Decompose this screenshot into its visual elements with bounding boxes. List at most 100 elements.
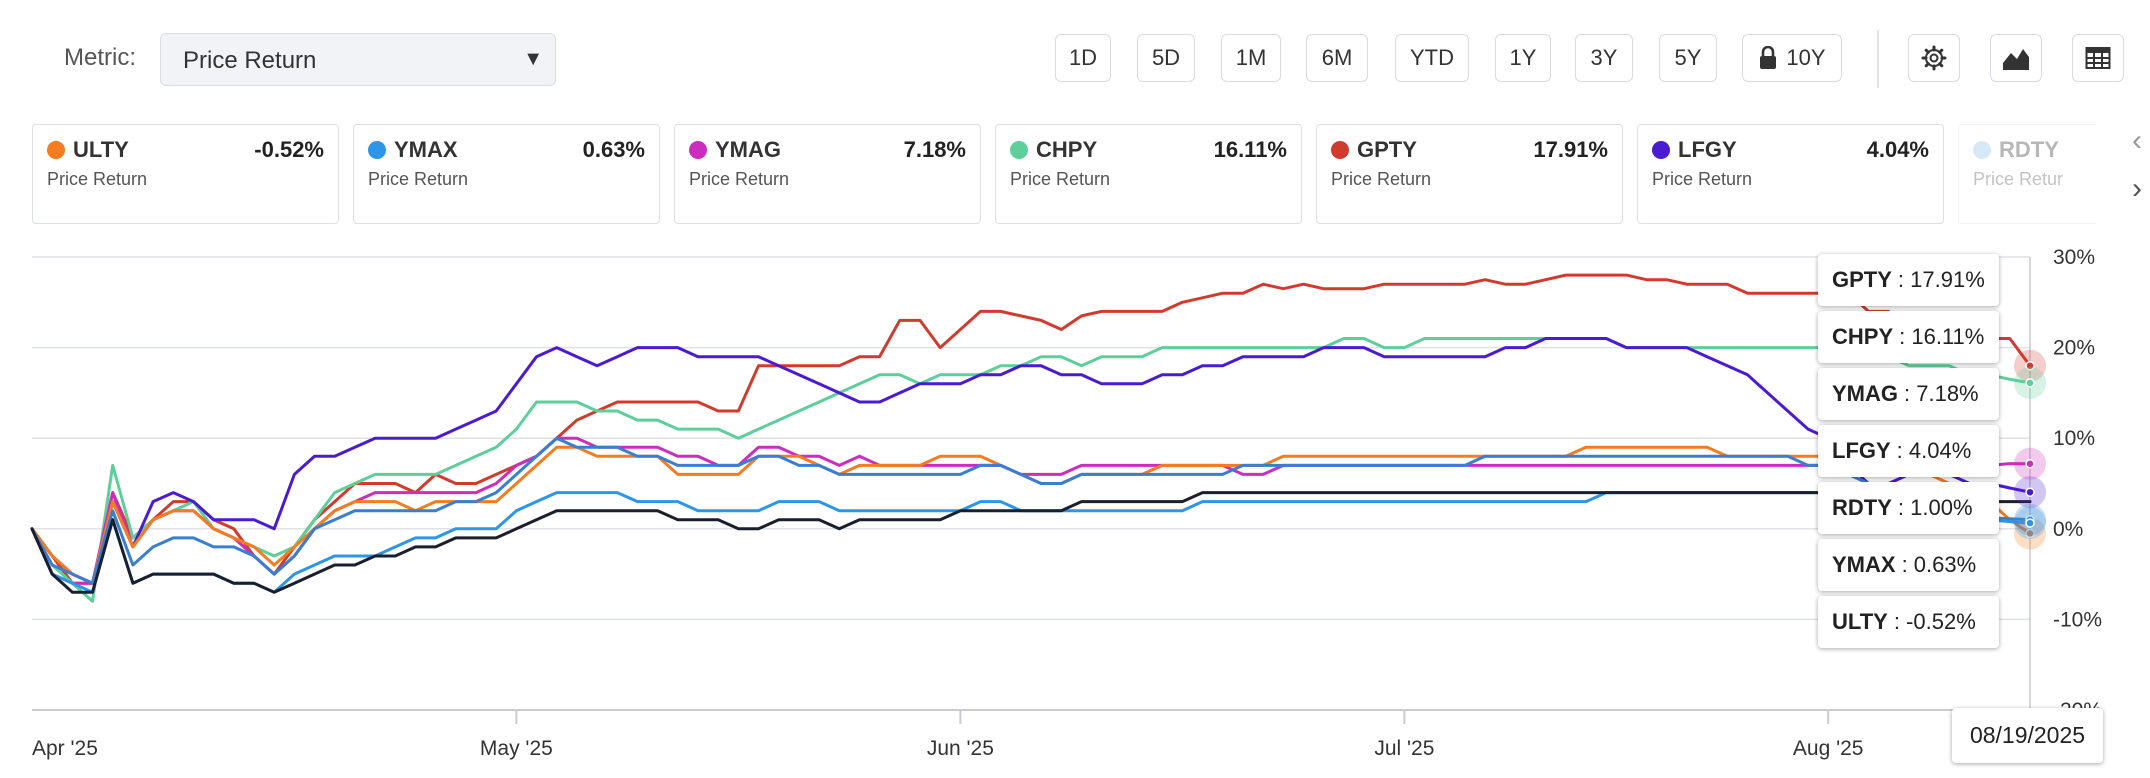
legend-dot	[1652, 141, 1670, 159]
legend-metric: Price Return	[368, 169, 469, 189]
legend-metric: Price Retur	[1973, 169, 2064, 189]
table-view-button[interactable]	[2072, 34, 2124, 82]
tooltip-ticker: ULTY	[1832, 609, 1888, 634]
tooltip-row: YMAX: 0.63%	[1818, 539, 1999, 591]
legend-next-icon[interactable]: ›	[2132, 172, 2142, 205]
legend-dot	[1010, 141, 1028, 159]
legend-card-gpty[interactable]: GPTY 17.91% Price Return	[1316, 124, 1623, 224]
legend-card-rdty[interactable]: RDTY Price Retur	[1958, 124, 2098, 224]
marker-dot-ymag	[2025, 458, 2035, 469]
y-tick-label: 30%	[2053, 246, 2095, 269]
lock-icon	[1760, 46, 1777, 69]
marker-dot-ymax	[2025, 518, 2035, 528]
marker-dot-ulty	[2025, 528, 2035, 539]
metric-label: Metric:	[64, 44, 136, 71]
legend-dot	[1331, 141, 1349, 159]
series-line-gpty	[30, 273, 2032, 585]
x-tick-label: Jul '25	[1374, 737, 1434, 760]
legend-metric: Price Return	[1331, 169, 1432, 189]
y-tick-label: 0%	[2053, 518, 2083, 541]
series-line-rdty	[30, 436, 2032, 585]
marker-dot-lfgy	[2025, 487, 2035, 497]
x-tick-label: Aug '25	[1793, 737, 1864, 760]
settings-button[interactable]	[1908, 34, 1960, 82]
tooltip-ticker: YMAG	[1832, 381, 1898, 406]
tooltip-ticker: LFGY	[1832, 438, 1891, 463]
legend-ticker: YMAG	[715, 137, 781, 162]
legend-card-ulty[interactable]: ULTY -0.52% Price Return	[32, 124, 339, 224]
tooltip-ticker: YMAX	[1832, 552, 1896, 577]
legend-ticker: RDTY	[1999, 137, 2059, 162]
legend-ticker: YMAX	[394, 137, 458, 162]
range-button-6m[interactable]: 6M	[1306, 34, 1368, 82]
series-line-chpy	[30, 337, 2032, 603]
range-button-1m[interactable]: 1M	[1221, 34, 1281, 82]
y-tick-label: -10%	[2053, 608, 2102, 631]
legend-value: 4.04%	[1866, 137, 1929, 162]
tooltip-row: GPTY: 17.91%	[1818, 254, 1999, 306]
legend-ticker: LFGY	[1678, 137, 1737, 162]
tooltip-ticker: GPTY	[1832, 267, 1892, 292]
tooltip-value: -0.52%	[1906, 609, 1976, 634]
range-button-10y[interactable]: 10Y	[1742, 34, 1842, 82]
range-button-3y[interactable]: 3Y	[1575, 34, 1633, 82]
tooltip-row: CHPY: 16.11%	[1818, 311, 1999, 363]
legend-dot	[1973, 141, 1991, 159]
series-line-ymax	[30, 491, 2032, 594]
metric-dropdown[interactable]: Price Return ▼	[160, 33, 556, 86]
range-button-10y-label: 10Y	[1786, 45, 1826, 70]
x-tick-label: Apr '25	[32, 737, 98, 760]
range-button-5d[interactable]: 5D	[1137, 34, 1195, 82]
range-button-1d[interactable]: 1D	[1055, 34, 1111, 82]
legend-card-ymax[interactable]: YMAX 0.63% Price Return	[353, 124, 660, 224]
chart-type-button[interactable]	[1990, 34, 2042, 82]
legend-value: 0.63%	[582, 137, 645, 162]
legend-value: 7.18%	[903, 137, 966, 162]
tooltip-value: 16.11%	[1911, 324, 1985, 349]
tooltip-row: ULTY: -0.52%	[1818, 596, 1999, 648]
legend-dot	[689, 141, 707, 159]
legend-value: 16.11%	[1213, 137, 1287, 162]
legend-card-chpy[interactable]: CHPY 16.11% Price Return	[995, 124, 1302, 224]
marker-dot-gpty	[2025, 360, 2035, 371]
series-line-ymag	[30, 436, 2032, 585]
tooltip-row: LFGY: 4.04%	[1818, 425, 1999, 477]
tooltip-value: 1.00%	[1910, 495, 1973, 520]
range-button-5y[interactable]: 5Y	[1659, 34, 1717, 82]
range-button-ytd[interactable]: YTD	[1395, 34, 1469, 82]
legend-ticker: ULTY	[73, 137, 129, 162]
legend-metric: Price Return	[689, 169, 790, 189]
y-tick-label: 10%	[2053, 427, 2095, 450]
y-tick-label: 20%	[2053, 337, 2095, 360]
series-line-ulty	[30, 445, 2032, 585]
tooltip-value: 4.04%	[1908, 438, 1972, 463]
tooltip-value: 7.18%	[1916, 381, 1979, 406]
legend-ticker: GPTY	[1357, 137, 1417, 162]
tooltip-ticker: CHPY	[1832, 324, 1894, 349]
chevron-down-icon: ▼	[523, 48, 543, 70]
chart-toolbar: Metric: Price Return ▼ 1D 5D 1M 6M YTD 1…	[0, 0, 2150, 110]
tooltip-date: 08/19/2025	[1952, 708, 2103, 763]
toolbar-divider	[1877, 30, 1879, 88]
series-line-lfgy	[30, 337, 2032, 585]
gear-icon	[1921, 45, 1947, 71]
legend-metric: Price Return	[1010, 169, 1111, 189]
tooltip-value: 0.63%	[1913, 552, 1977, 577]
tooltip-ticker: RDTY	[1832, 495, 1892, 520]
legend-prev-icon[interactable]: ‹	[2132, 124, 2142, 157]
legend-metric: Price Return	[1652, 169, 1753, 189]
x-tick-label: Jun '25	[927, 737, 994, 760]
legend-dot	[47, 141, 65, 159]
legend-card-ymag[interactable]: YMAG 7.18% Price Return	[674, 124, 981, 224]
legend-card-lfgy[interactable]: LFGY 4.04% Price Return	[1637, 124, 1944, 224]
tooltip-row: YMAG: 7.18%	[1818, 368, 1999, 420]
series-line-benchmark	[30, 491, 2032, 594]
range-button-1y[interactable]: 1Y	[1495, 34, 1551, 82]
legend-metric: Price Return	[47, 169, 148, 189]
legend-value: 17.91%	[1533, 137, 1608, 162]
legend-ticker: CHPY	[1036, 137, 1098, 162]
tooltip-value: 17.91%	[1910, 267, 1985, 292]
table-icon	[2085, 47, 2111, 69]
legend-value: -0.52%	[254, 137, 324, 162]
